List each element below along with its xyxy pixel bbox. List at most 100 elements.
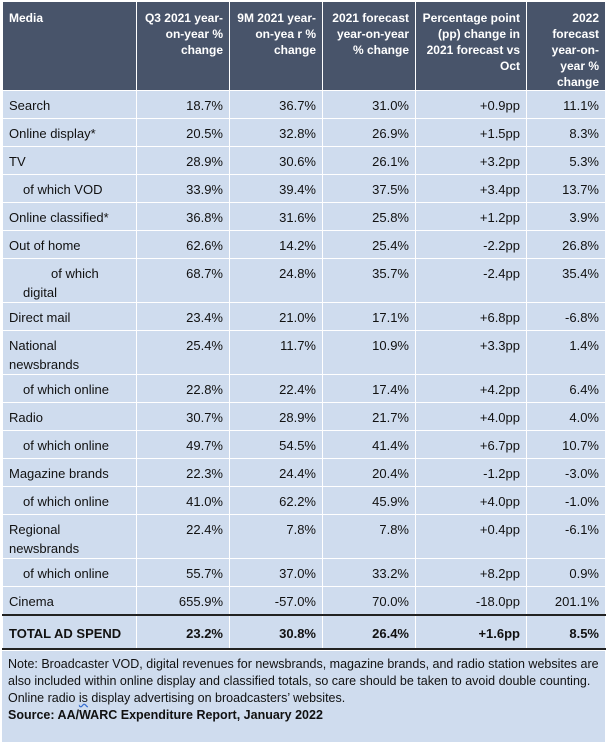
2021-forecast-cell: 70.0% bbox=[322, 586, 416, 615]
media-cell: of which online bbox=[2, 430, 137, 459]
table-row: of which online 41.0% 62.2% 45.9% +4.0pp -1.0… bbox=[2, 486, 606, 515]
2022-forecast-cell: 3.9% bbox=[526, 202, 606, 231]
header-2022-forecast: 2022 forecast year-on-year % change bbox=[526, 1, 606, 91]
9m-2021-cell: 62.2% bbox=[229, 486, 323, 515]
table-row: of which online 55.7% 37.0% 33.2% +8.2pp 0.9% bbox=[2, 558, 606, 587]
9m-2021-cell: -57.0% bbox=[229, 586, 323, 615]
2022-forecast-cell: -6.8% bbox=[526, 302, 606, 331]
pp-change-cell: +4.2pp bbox=[415, 374, 527, 403]
2021-forecast-cell: 25.8% bbox=[322, 202, 416, 231]
q3-2021-cell: 62.6% bbox=[136, 230, 230, 259]
2022-forecast-cell: 6.4% bbox=[526, 374, 606, 403]
total-label: TOTAL AD SPEND bbox=[2, 613, 137, 650]
total-row: TOTAL AD SPEND 23.2% 30.8% 26.4% +1.6pp 8.5% bbox=[2, 613, 606, 650]
media-cell: Magazine brands bbox=[2, 458, 137, 487]
9m-2021-cell: 14.2% bbox=[229, 230, 323, 259]
2022-forecast-cell: 13.7% bbox=[526, 174, 606, 203]
9m-2021-cell: 31.6% bbox=[229, 202, 323, 231]
media-cell: Direct mail bbox=[2, 302, 137, 331]
q3-2021-cell: 20.5% bbox=[136, 118, 230, 147]
9m-2021-cell: 22.4% bbox=[229, 374, 323, 403]
2022-forecast-cell: -3.0% bbox=[526, 458, 606, 487]
table-row: TV 28.9% 30.6% 26.1% +3.2pp 5.3% bbox=[2, 146, 606, 175]
9m-2021-cell: 39.4% bbox=[229, 174, 323, 203]
ad-spend-table: Media Q3 2021 year-on-year % change 9M 2… bbox=[2, 1, 606, 650]
pp-change-cell: -1.2pp bbox=[415, 458, 527, 487]
table-row: Online classified* 36.8% 31.6% 25.8% +1.2pp 3… bbox=[2, 202, 606, 231]
2021-forecast-cell: 26.1% bbox=[322, 146, 416, 175]
q3-2021-cell: 22.4% bbox=[136, 514, 230, 559]
media-cell: Search bbox=[2, 90, 137, 119]
2022-forecast-cell: -6.1% bbox=[526, 514, 606, 559]
media-cell: of which digital bbox=[2, 258, 137, 303]
table-row: Radio 30.7% 28.9% 21.7% +4.0pp 4.0% bbox=[2, 402, 606, 431]
q3-2021-cell: 41.0% bbox=[136, 486, 230, 515]
2022-forecast-cell: 4.0% bbox=[526, 402, 606, 431]
2021-forecast-cell: 10.9% bbox=[322, 330, 416, 375]
9m-2021-cell: 7.8% bbox=[229, 514, 323, 559]
pp-change-cell: +0.4pp bbox=[415, 514, 527, 559]
9m-2021-cell: 36.7% bbox=[229, 90, 323, 119]
2021-forecast-cell: 33.2% bbox=[322, 558, 416, 587]
table-row: Out of home 62.6% 14.2% 25.4% -2.2pp 26.8% bbox=[2, 230, 606, 259]
pp-change-cell: -18.0pp bbox=[415, 586, 527, 615]
2022-forecast-cell: 35.4% bbox=[526, 258, 606, 303]
2021-forecast-cell: 26.9% bbox=[322, 118, 416, 147]
header-row: Media Q3 2021 year-on-year % change 9M 2… bbox=[2, 1, 606, 91]
table-row: of which VOD 33.9% 39.4% 37.5% +3.4pp 13.7% bbox=[2, 174, 606, 203]
total-9m-2021-cell: 30.8% bbox=[229, 613, 323, 650]
9m-2021-cell: 24.8% bbox=[229, 258, 323, 303]
2021-forecast-cell: 17.4% bbox=[322, 374, 416, 403]
q3-2021-cell: 18.7% bbox=[136, 90, 230, 119]
header-pp-change: Percentage point (pp) change in 2021 for… bbox=[415, 1, 527, 91]
9m-2021-cell: 37.0% bbox=[229, 558, 323, 587]
pp-change-cell: +3.3pp bbox=[415, 330, 527, 375]
pp-change-cell: -2.4pp bbox=[415, 258, 527, 303]
q3-2021-cell: 33.9% bbox=[136, 174, 230, 203]
2022-forecast-cell: 201.1% bbox=[526, 586, 606, 615]
table-row: Cinema 655.9% -57.0% 70.0% -18.0pp 201.1% bbox=[2, 586, 606, 615]
2021-forecast-cell: 17.1% bbox=[322, 302, 416, 331]
2021-forecast-cell: 25.4% bbox=[322, 230, 416, 259]
9m-2021-cell: 28.9% bbox=[229, 402, 323, 431]
q3-2021-cell: 22.8% bbox=[136, 374, 230, 403]
note-source: Source: AA/WARC Expenditure Report, Janu… bbox=[8, 707, 323, 722]
media-cell: Regional newsbrands bbox=[2, 514, 137, 559]
pp-change-cell: +1.5pp bbox=[415, 118, 527, 147]
media-cell-line1: of which bbox=[51, 266, 99, 281]
2022-forecast-cell: 1.4% bbox=[526, 330, 606, 375]
q3-2021-cell: 49.7% bbox=[136, 430, 230, 459]
total-q3-2021-cell: 23.2% bbox=[136, 613, 230, 650]
header-q3-2021: Q3 2021 year-on-year % change bbox=[136, 1, 230, 91]
media-cell: of which VOD bbox=[2, 174, 137, 203]
pp-change-cell: +6.7pp bbox=[415, 430, 527, 459]
note-text-squiggle: is bbox=[78, 690, 88, 705]
2022-forecast-cell: 26.8% bbox=[526, 230, 606, 259]
pp-change-cell: +6.8pp bbox=[415, 302, 527, 331]
2021-forecast-cell: 35.7% bbox=[322, 258, 416, 303]
2022-forecast-cell: -1.0% bbox=[526, 486, 606, 515]
media-cell: National newsbrands bbox=[2, 330, 137, 375]
table-note: Note: Broadcaster VOD, digital revenues … bbox=[2, 649, 605, 742]
media-cell: Cinema bbox=[2, 586, 137, 615]
2022-forecast-cell: 11.1% bbox=[526, 90, 606, 119]
media-cell: Online display* bbox=[2, 118, 137, 147]
pp-change-cell: +8.2pp bbox=[415, 558, 527, 587]
table-row: Direct mail 23.4% 21.0% 17.1% +6.8pp -6.8% bbox=[2, 302, 606, 331]
q3-2021-cell: 23.4% bbox=[136, 302, 230, 331]
9m-2021-cell: 32.8% bbox=[229, 118, 323, 147]
2022-forecast-cell: 5.3% bbox=[526, 146, 606, 175]
total-pp-change-cell: +1.6pp bbox=[415, 613, 527, 650]
media-cell: TV bbox=[2, 146, 137, 175]
2022-forecast-cell: 0.9% bbox=[526, 558, 606, 587]
2021-forecast-cell: 45.9% bbox=[322, 486, 416, 515]
media-cell-line2: digital bbox=[23, 285, 57, 300]
q3-2021-cell: 655.9% bbox=[136, 586, 230, 615]
2021-forecast-cell: 31.0% bbox=[322, 90, 416, 119]
table-row: Magazine brands 22.3% 24.4% 20.4% -1.2pp -3.0… bbox=[2, 458, 606, 487]
2022-forecast-cell: 10.7% bbox=[526, 430, 606, 459]
q3-2021-cell: 68.7% bbox=[136, 258, 230, 303]
9m-2021-cell: 54.5% bbox=[229, 430, 323, 459]
pp-change-cell: -2.2pp bbox=[415, 230, 527, 259]
9m-2021-cell: 21.0% bbox=[229, 302, 323, 331]
